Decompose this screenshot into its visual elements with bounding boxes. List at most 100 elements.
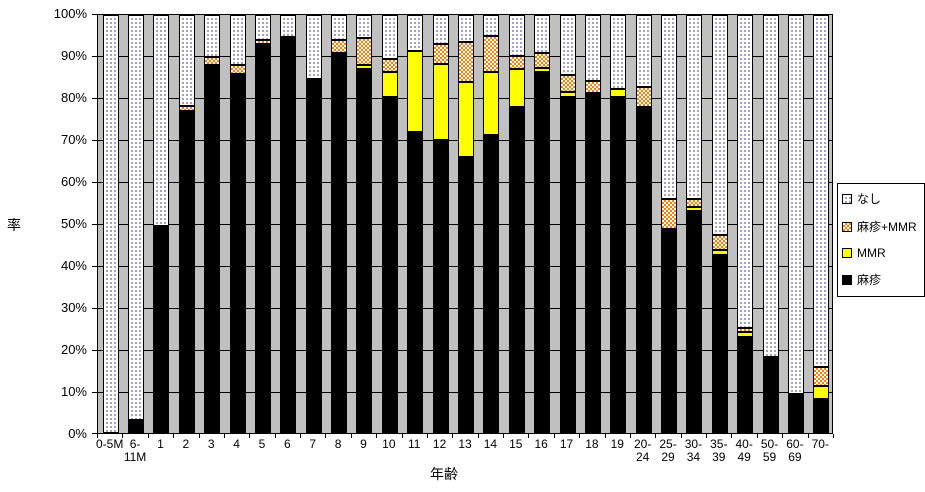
segment-dots [584,15,601,81]
x-axis-tick [808,434,809,438]
segment-measles [381,97,398,433]
legend-item-none: なし [842,190,920,207]
segment-check [762,356,779,360]
y-axis-tick-label: 80% [60,90,87,105]
x-axis-tick-label-6-11M: 6- 11M [123,437,147,464]
x-axis-tick-label-9: 9 [360,437,367,451]
y-axis-tick [92,98,97,99]
stacked-bar-35-39 [711,15,728,433]
segment-measles [483,134,500,433]
legend-label: MMR [857,246,886,260]
y-axis-tick [92,350,97,351]
y-axis-tick-label: 40% [60,258,87,273]
x-axis-tick [579,434,580,438]
segment-measles [331,52,348,433]
stacked-bar-0-5M [102,15,119,433]
segment-measles [559,96,576,433]
segment-check [178,105,195,111]
segment-check [584,80,601,93]
segment-dots [128,15,145,420]
stacked-bar-16 [534,15,551,433]
stacked-bar-5 [254,15,271,433]
segment-dots [686,15,703,199]
stacked-bar-60-69 [787,15,804,433]
x-axis-tick [351,434,352,438]
segment-mmr [458,81,474,158]
segment-check [356,38,373,66]
x-axis-tick-label-15: 15 [509,437,523,451]
x-axis-tick [478,434,479,438]
segment-dots [178,15,195,106]
x-axis-tick [782,434,783,438]
segment-measles [356,69,373,433]
segment-check [229,65,246,74]
segment-mmr [711,249,728,255]
stacked-bar-7 [305,15,322,433]
segment-check [711,234,728,250]
x-axis-tick-label-10: 10 [382,437,396,451]
x-axis-tick [402,434,403,438]
x-axis-tick-label-6: 6 [284,437,291,451]
segment-mmr [737,332,754,337]
x-axis-tick [605,434,606,438]
y-axis-tick-label: 0% [68,426,87,441]
segment-check [432,44,449,64]
stacked-bar-15 [508,15,525,433]
segment-mmr [407,51,424,133]
x-axis-tick [757,434,758,438]
x-axis-tick [427,434,428,438]
stacked-bar-25-29 [661,15,678,433]
x-axis-tick-label-14: 14 [483,437,498,451]
legend-item-mmr: MMR [842,246,920,260]
segment-mmr [686,206,703,212]
y-axis-tick [92,140,97,141]
segment-dots [813,15,830,368]
segment-dots [407,15,424,52]
x-axis-tick [249,434,250,438]
mmr-swatch-icon [842,248,852,258]
stacked-bar-13 [458,15,474,433]
segment-dots [762,15,779,357]
stacked-bar-14 [483,15,500,433]
segment-measles [178,110,195,433]
y-axis-tick-label: 20% [60,342,87,357]
stacked-bar-12 [432,15,449,433]
segment-mmr [381,72,398,98]
stacked-bar-10 [381,15,398,433]
segment-dots [737,15,754,328]
x-axis-tick-label-60-69: 60- 69 [786,437,804,464]
x-axis-tick [731,434,732,438]
stacked-bar-11 [407,15,424,433]
segment-measles [508,106,525,433]
segment-dots [432,15,449,45]
legend-label: なし [857,192,882,206]
stacked-bar-30-34 [686,15,703,433]
segment-check [686,198,703,207]
x-axis-tick-label-0-5M: 0-5M [96,437,124,451]
segment-dots [787,15,804,395]
stacked-bar-2 [178,15,195,433]
x-axis-tick [630,434,631,438]
segment-check [483,35,500,73]
y-axis-tick [92,182,97,183]
segment-mmr [610,89,627,97]
x-axis-tick [376,434,377,438]
segment-measles [787,394,804,433]
segment-dots [356,15,373,38]
x-axis-tick [300,434,301,438]
x-axis-tick [681,434,682,438]
x-axis-tick-label-2: 2 [182,437,190,451]
segment-check [508,55,525,70]
x-axis-tick [97,434,98,438]
y-axis-tick-label: 60% [60,174,87,189]
segment-dots [102,15,119,433]
segment-dots [508,15,525,56]
x-axis-tick-label-30-34: 30- 34 [684,437,703,464]
segment-measles [610,96,627,433]
x-axis-tick-label-18: 18 [585,437,599,451]
stacked-bar-8 [331,15,348,433]
segment-mmr [559,91,576,97]
stacked-bar-1 [153,15,170,433]
segment-mmr [356,65,373,70]
